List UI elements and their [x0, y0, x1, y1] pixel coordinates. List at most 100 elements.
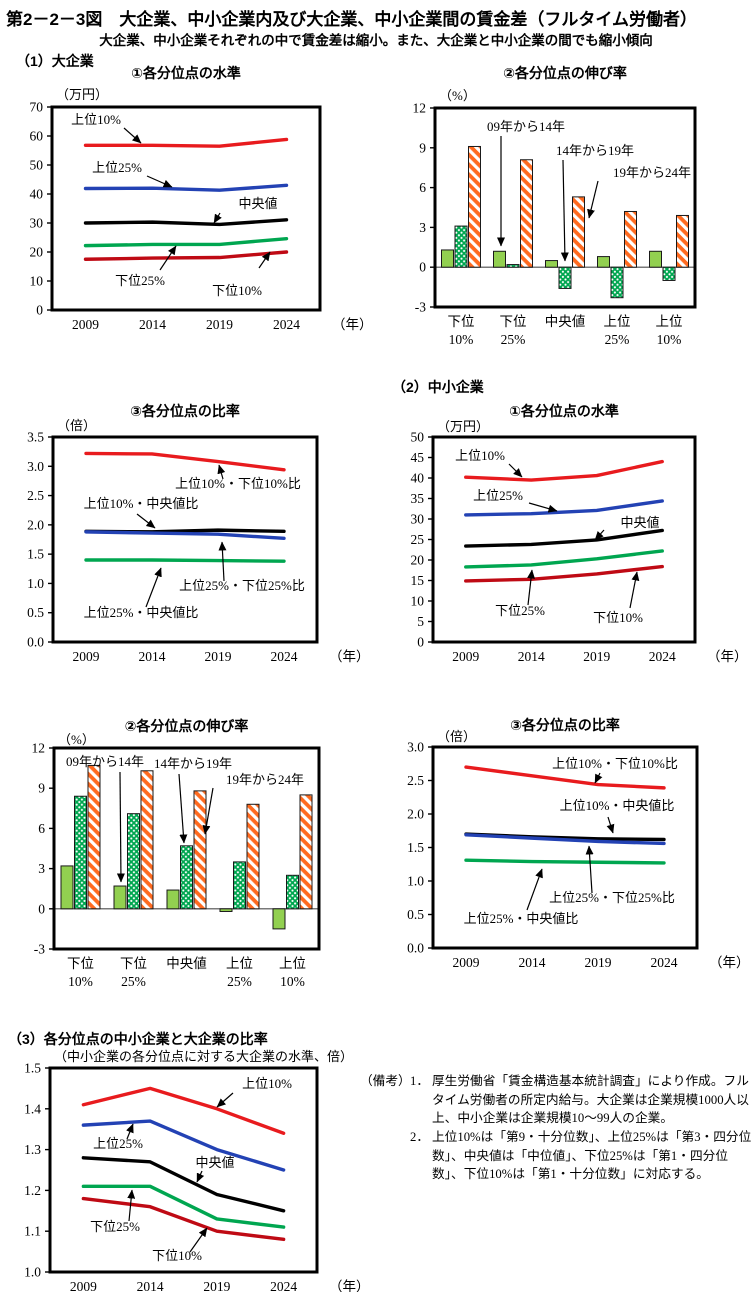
x-tick-label: 上位 — [604, 314, 631, 329]
annotation-label: 下位10% — [593, 610, 643, 625]
bar-g1924 — [299, 794, 313, 910]
chart-sme-level: ①各分位点の水準 （万円） 0 5 10 15 20 25 30 35 40 45 50 2009 2014… — [411, 403, 748, 664]
y-tick-label: 10 — [411, 594, 425, 609]
bar-g1924 — [676, 214, 689, 268]
annotation-arrow — [196, 1170, 205, 1183]
y-tick-label: 3.0 — [27, 459, 44, 474]
chart-sme-ratio: ③各分位点の比率 （倍） 0.0 0.5 1.0 1.5 2.0 2.5 3.0 2009 2014… — [407, 717, 749, 970]
plot-frame — [48, 1066, 319, 1274]
annotation-arrow — [146, 175, 173, 188]
annotation-arrow — [594, 772, 603, 784]
bar-g1419 — [233, 861, 246, 910]
x-axis-unit: （年） — [709, 955, 750, 970]
annotation-label: 上位25%・下位25%比 — [549, 890, 675, 905]
x-tick-label: 下位 — [120, 956, 147, 971]
y-tick-label: 3.0 — [407, 740, 424, 755]
y-tick-label: 45 — [411, 450, 425, 465]
x-tick-label: 2009 — [452, 649, 479, 664]
x-tick-label: 10% — [280, 974, 305, 989]
series-line-p75p25 — [84, 530, 286, 541]
series-line-bottom10 — [83, 250, 289, 261]
series-line-median — [464, 528, 664, 548]
series-line-bottom10 — [81, 1196, 286, 1242]
y-tick-label: 70 — [30, 100, 44, 115]
y-tick-label: 0 — [38, 901, 45, 916]
bar-g1924 — [140, 770, 154, 910]
annotation-label: 19年から24年 — [226, 772, 304, 787]
annotation-label: 下位10% — [212, 283, 262, 298]
series-line-p75p50 — [84, 558, 286, 563]
notes-list: 1． 厚生労働省「賃金構造基本統計調査」により作成。フルタイム労働者の所定内給与。… — [410, 1072, 752, 1184]
annotation-arrow — [526, 868, 543, 911]
series-line-p75p25 — [464, 833, 666, 846]
bar-g1419 — [662, 266, 676, 281]
y-tick-label: 2.5 — [27, 488, 44, 503]
y-tick-label: 1.2 — [24, 1183, 41, 1198]
x-tick-label: 2024 — [649, 649, 676, 664]
series-line-median — [83, 218, 289, 227]
chart-title: ①各分位点の水準 — [509, 403, 619, 419]
annotation-arrow — [218, 541, 227, 582]
annotation-label: 上位10% — [242, 1076, 292, 1091]
x-tick-label: 10% — [68, 974, 93, 989]
note-text: 厚生労働省「賃金構造基本統計調査」により作成。フルタイム労働者の所定内給与。大企… — [432, 1074, 749, 1126]
annotation-arrow — [159, 245, 177, 271]
section-label-large: （1）大企業 — [16, 53, 94, 69]
chart-large-growth: ②各分位点の伸び率 （%） -3 0 3 6 9 12 下位 10% 下位 25% 中央値 上位 25% 上位… — [413, 65, 697, 347]
x-tick-label: 2014 — [518, 649, 545, 664]
y-tick-label: 2.0 — [27, 517, 44, 532]
y-tick-label: 0 — [36, 303, 43, 318]
notes-block: （備考） 1． 厚生労働省「賃金構造基本統計調査」により作成。フルタイム労働者の所… — [360, 1072, 752, 1184]
y-tick-label: 30 — [411, 512, 425, 527]
bar-g1924 — [468, 145, 481, 268]
axis-unit-label: （万円） — [437, 419, 489, 434]
x-tick-label: 2014 — [139, 649, 166, 664]
x-tick-label: 2024 — [273, 317, 300, 332]
plot-frame — [431, 435, 697, 644]
x-tick-label: 中央値 — [545, 314, 586, 329]
y-tick-label: -3 — [415, 300, 426, 315]
annotation-label: 上位10%・中央値比 — [84, 496, 199, 511]
y-tick-label: 30 — [30, 216, 44, 231]
x-tick-label: 25% — [501, 332, 526, 347]
annotation-arrow — [123, 127, 142, 144]
x-tick-label: 2024 — [270, 1279, 297, 1292]
annotation-label: 下位25% — [495, 603, 545, 618]
plot-frame — [433, 106, 697, 309]
x-tick-label: 2009 — [72, 317, 99, 332]
plot-frame — [50, 105, 322, 312]
y-tick-label: 12 — [413, 101, 427, 116]
y-tick-label: 1.4 — [24, 1101, 41, 1116]
bar-g0914 — [113, 885, 127, 910]
series-line-top10 — [464, 459, 664, 482]
bar-g1419 — [127, 813, 140, 910]
axis-unit-label: （倍） — [57, 418, 96, 433]
y-tick-label: 9 — [38, 781, 45, 796]
annotation-label: 上位25%・下位25%比 — [179, 578, 305, 593]
x-tick-label: 2019 — [583, 649, 610, 664]
bar-g0914 — [272, 908, 286, 930]
x-tick-label: 下位 — [448, 314, 475, 329]
series-line-top25 — [464, 499, 664, 517]
bar-g0914 — [219, 908, 233, 912]
annotation-arrow — [585, 845, 594, 894]
bar-g0914 — [441, 249, 454, 268]
chart-sme-vs-large-ratio: （中小企業の各分位点に対する大企業の水準、倍） 1.0 1.1 1.2 1.3 1.4 1.… — [24, 1049, 369, 1292]
y-tick-label: 50 — [30, 158, 44, 173]
y-tick-label: 1.0 — [407, 874, 424, 889]
chart-title: ③各分位点の比率 — [510, 717, 620, 733]
bar-g1924 — [193, 790, 207, 910]
y-tick-label: 40 — [411, 471, 425, 486]
series-line-bottom25 — [81, 1184, 286, 1229]
series-line-p90p10 — [84, 451, 286, 472]
y-tick-label: 1.3 — [24, 1142, 41, 1157]
series-line-top10 — [83, 137, 289, 148]
annotation-arrow — [145, 567, 162, 608]
axis-unit-label: （中小企業の各分位点に対する大企業の水準、倍） — [54, 1049, 353, 1064]
annotation-label: 上位10% — [71, 112, 121, 127]
bar-g1924 — [572, 196, 585, 268]
annotation-arrow — [629, 571, 640, 609]
x-tick-label: 2019 — [205, 649, 232, 664]
series-line-bottom10 — [464, 564, 664, 583]
